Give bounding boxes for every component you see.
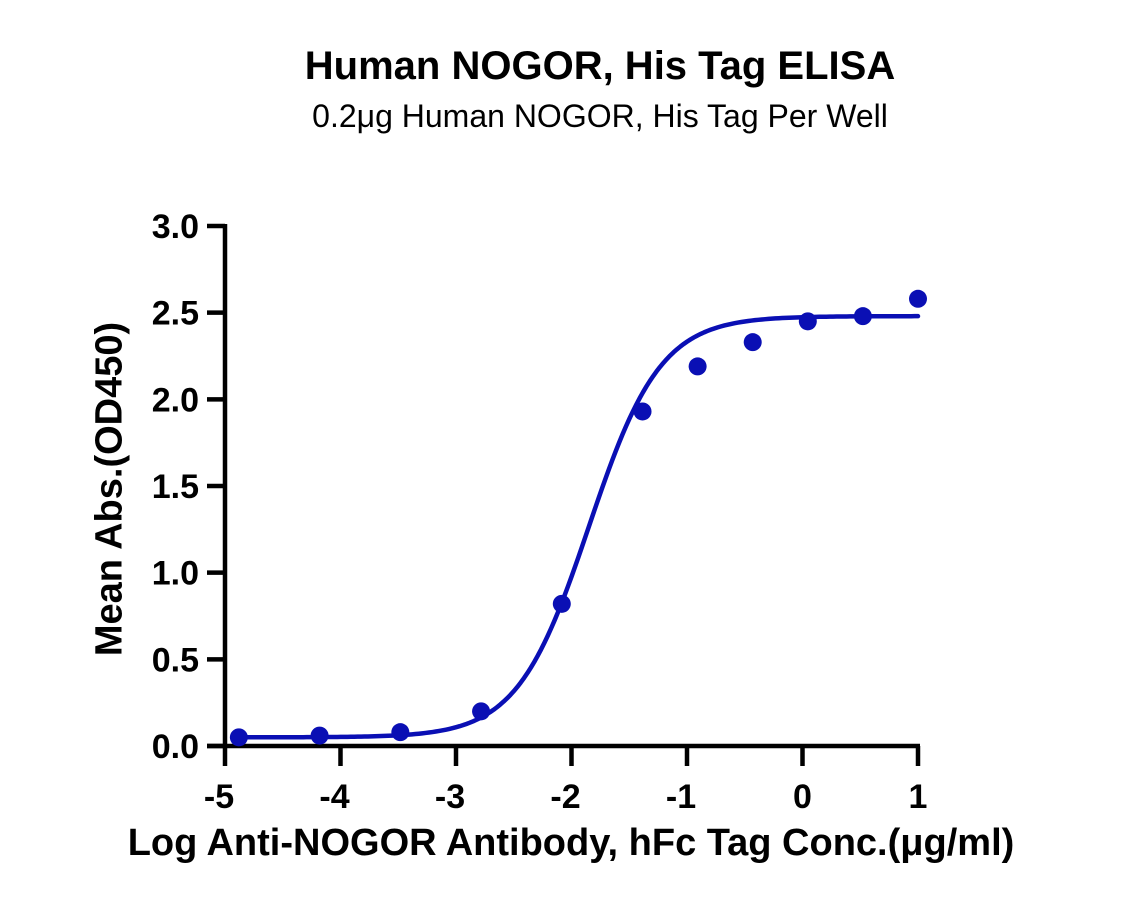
data-point (552, 594, 571, 613)
data-points (229, 289, 927, 747)
x-tick-label: 0 (793, 778, 812, 816)
data-point (472, 702, 491, 721)
axes: 0.0 0.5 1.0 1.5 2.0 2.5 3.0 -5 -4 -3 -2 -1 0 1 (152, 208, 928, 816)
data-point (688, 357, 707, 376)
y-tick-label: 0.5 (152, 641, 199, 679)
data-point (909, 289, 927, 308)
data-point (310, 726, 329, 745)
data-point (633, 402, 652, 421)
x-tick-label: 1 (909, 778, 928, 816)
data-point (391, 723, 410, 742)
y-tick-label: 3.0 (152, 208, 199, 246)
y-tick-label: 0.0 (152, 728, 199, 766)
x-axis-label: Log Anti-NOGOR Antibody, hFc Tag Conc.(μ… (127, 822, 1015, 864)
chart-title: Human NOGOR, His Tag ELISA (304, 44, 896, 88)
y-tick-label: 2.5 (152, 295, 199, 333)
chart-subtitle: 0.2μg Human NOGOR, His Tag Per Well (312, 98, 888, 134)
x-tick-label: -4 (319, 778, 349, 816)
y-tick-label: 2.0 (152, 381, 199, 419)
x-tick-label: -2 (550, 778, 580, 816)
y-tick-label: 1.0 (152, 555, 199, 593)
fit-curve (236, 313, 921, 740)
x-tick-label: -5 (204, 778, 234, 816)
x-tick-label: -1 (666, 778, 696, 816)
data-point (743, 333, 762, 352)
data-point (229, 728, 248, 747)
y-tick-label: 1.5 (152, 468, 199, 506)
data-point (798, 312, 817, 331)
data-point (853, 307, 872, 326)
x-tick-label: -3 (435, 778, 465, 816)
